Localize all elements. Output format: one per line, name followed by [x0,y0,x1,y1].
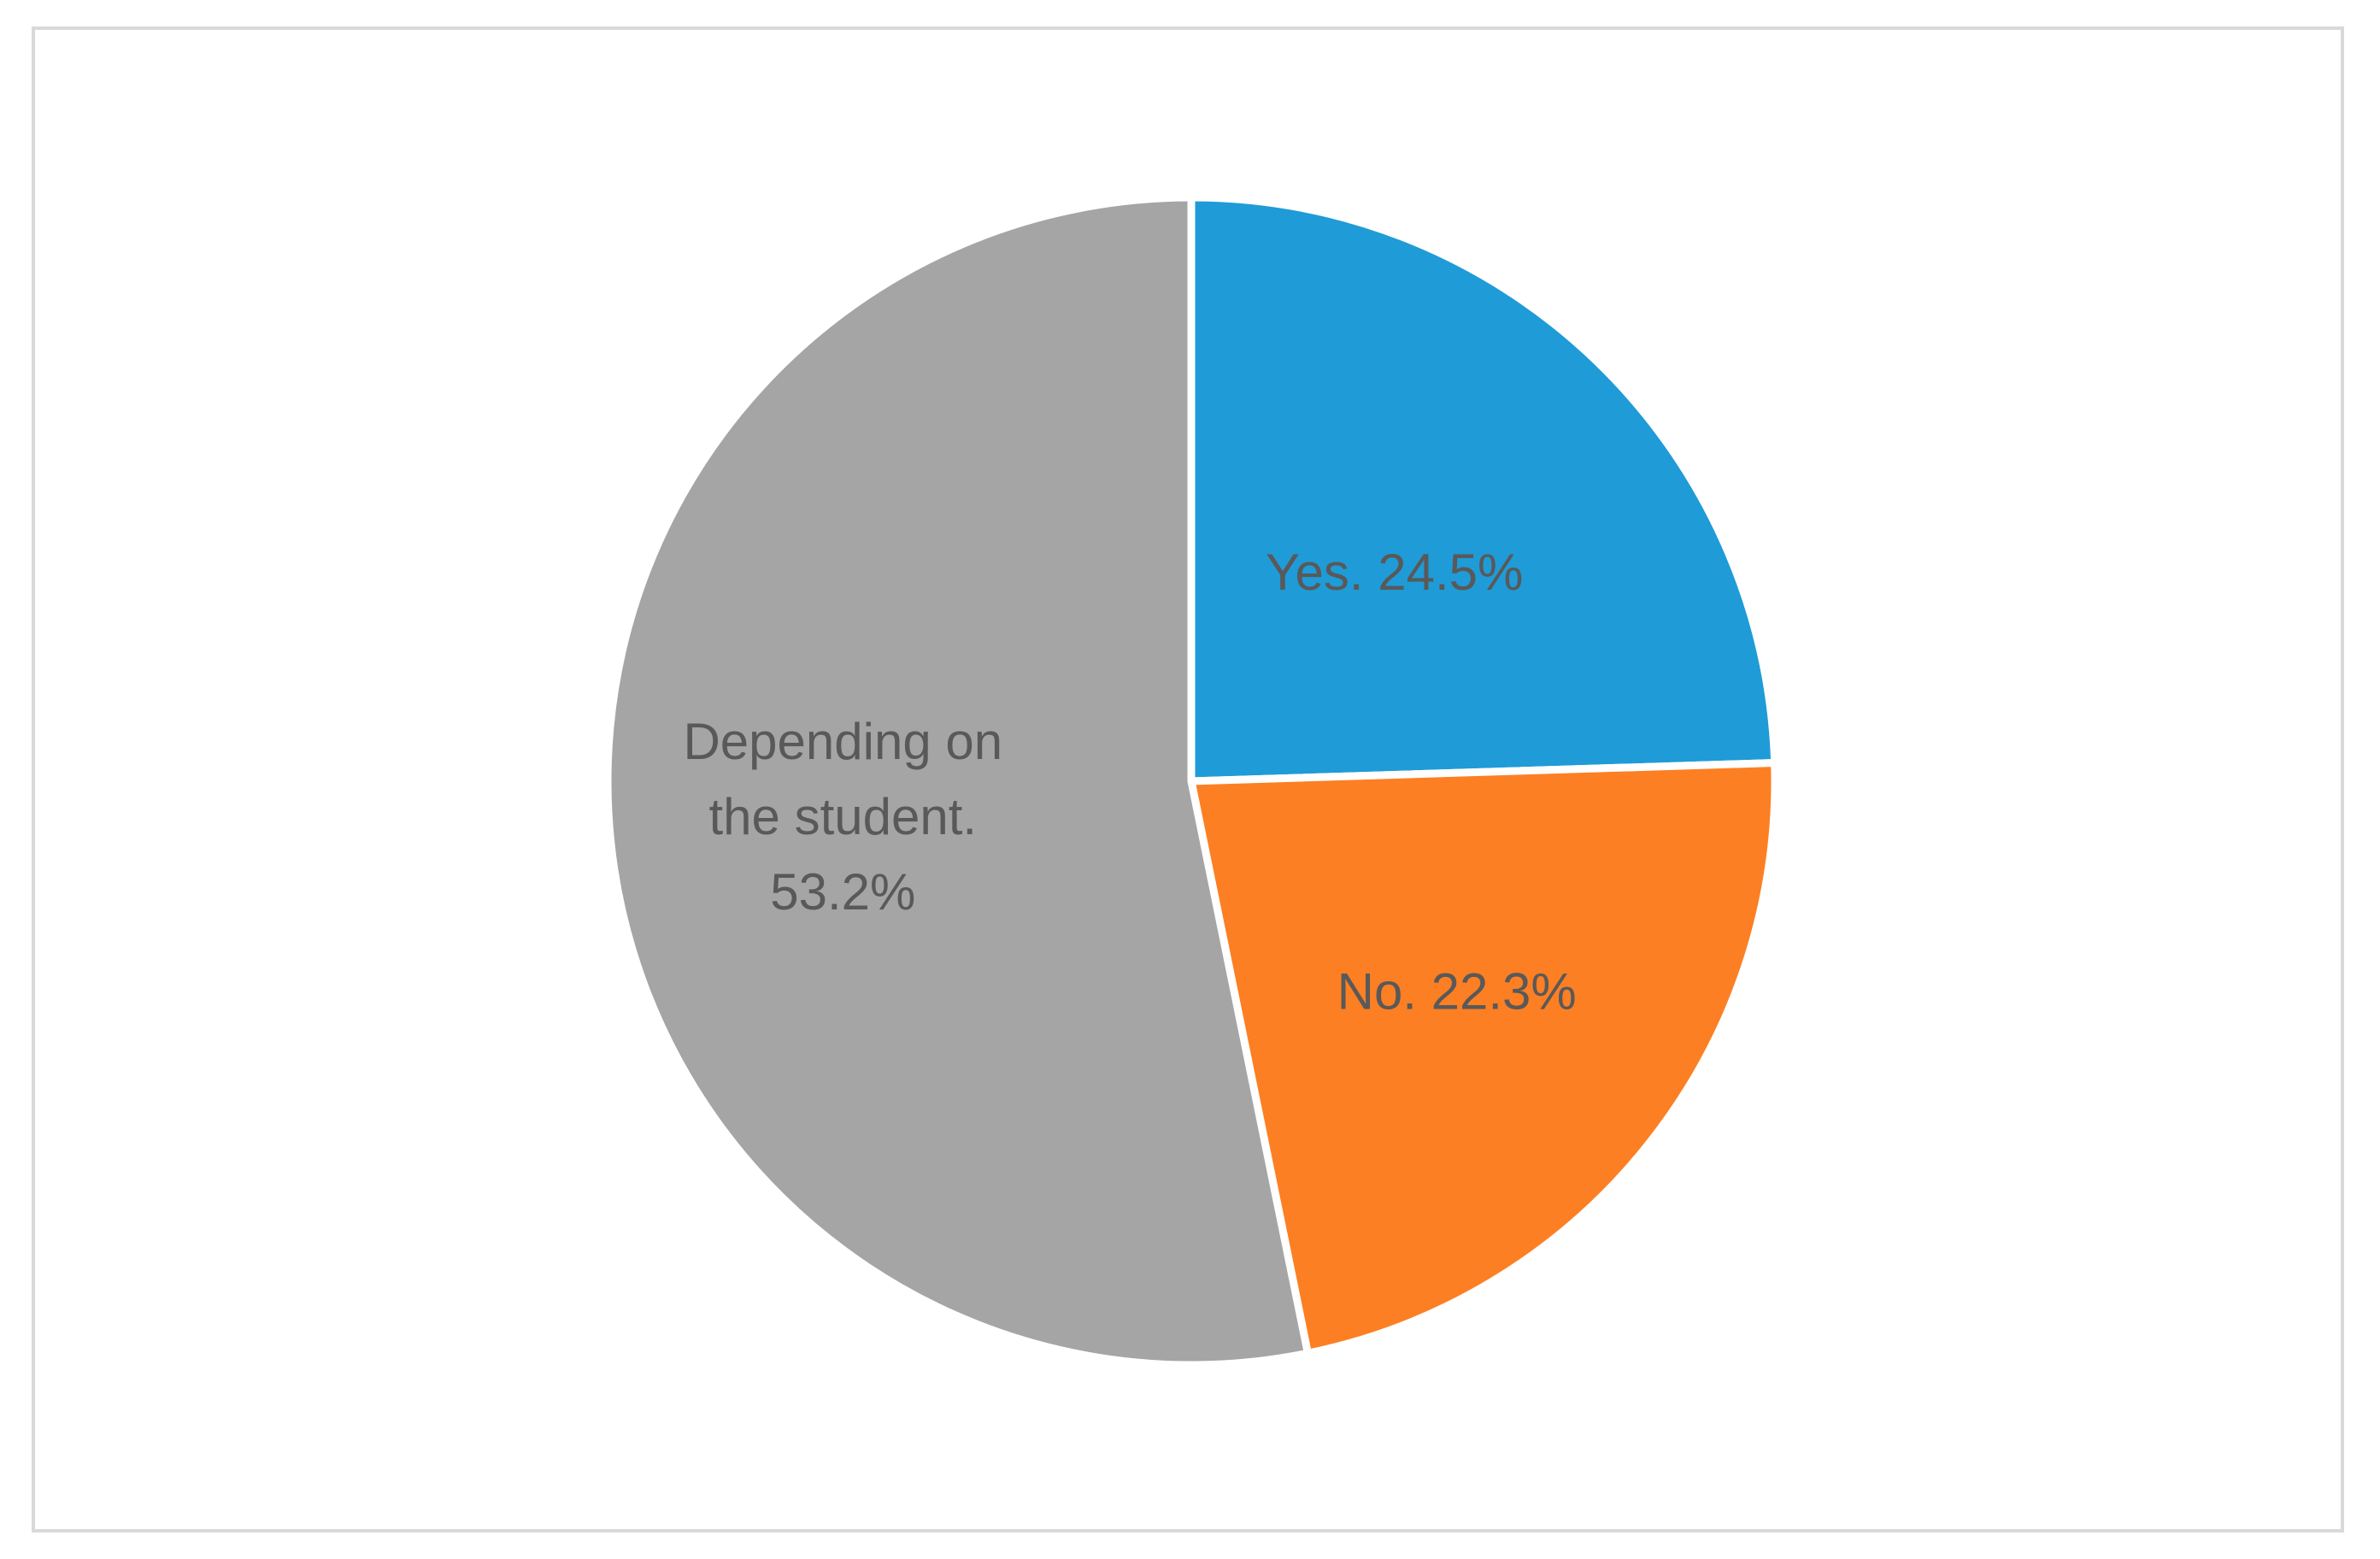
pie-slice-yes [1187,193,1779,785]
data-label-no: No. 22.3% [1337,963,1577,1021]
pie-slices [603,193,1779,1369]
pie-slice-no [1186,758,1779,1358]
data-label-yes: Yes. 24.5% [1266,544,1523,601]
pie-slice-depending-on-the-student [603,193,1313,1369]
data-label-depending-on-the-student: Depending on the student. 53.2% [683,713,1002,921]
pie-labels: Yes. 24.5% No. 22.3% Depending on the stude… [683,544,1576,1021]
